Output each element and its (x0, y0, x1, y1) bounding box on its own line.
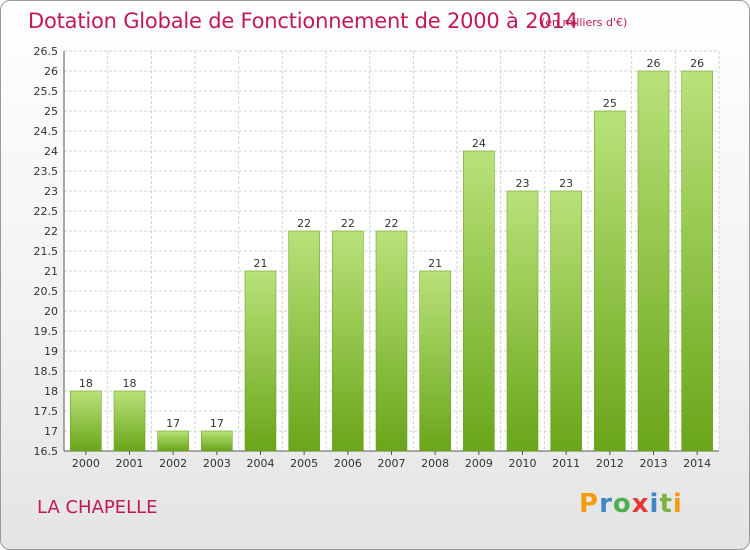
y-tick-label: 19.5 (34, 325, 59, 338)
x-tick-label-2011: 2011 (552, 457, 580, 470)
y-tick-label: 24.5 (34, 125, 59, 138)
bar-2006 (332, 230, 364, 452)
bar-2004 (244, 270, 277, 452)
x-tick-label-2009: 2009 (465, 457, 493, 470)
bar-2000 (70, 390, 102, 452)
logo-letter: r (599, 489, 613, 519)
x-tick-label-2008: 2008 (421, 457, 449, 470)
y-tick-label: 23 (44, 185, 58, 198)
data-label-2004: 21 (254, 257, 268, 270)
bar-2007 (375, 230, 408, 452)
logo-letter: P (579, 489, 600, 519)
data-label-2000: 18 (79, 377, 93, 390)
y-tick-label: 26 (44, 65, 58, 78)
data-label-2010: 23 (516, 177, 530, 190)
y-tick-label: 16.5 (34, 445, 59, 458)
data-label-2011: 23 (559, 177, 573, 190)
bar-2009 (463, 150, 495, 452)
bars (70, 70, 713, 452)
y-tick-label: 22.5 (34, 205, 59, 218)
bar-2003 (201, 430, 233, 452)
y-tick-label: 18 (44, 385, 58, 398)
y-tick-label: 20 (44, 305, 58, 318)
bar-2014 (681, 70, 713, 452)
y-tick-label: 17.5 (34, 405, 59, 418)
x-tick-label-2007: 2007 (378, 457, 406, 470)
y-tick-label: 19 (44, 345, 58, 358)
x-tick-label-2001: 2001 (116, 457, 144, 470)
bar-2002 (157, 430, 189, 452)
x-tick-label-2006: 2006 (334, 457, 362, 470)
y-tick-label: 25.5 (34, 85, 59, 98)
chart-title: Dotation Globale de Fonctionnement de 20… (28, 9, 578, 33)
y-tick-label: 20.5 (34, 285, 59, 298)
y-tick-label: 18.5 (34, 365, 59, 378)
bar-2012 (594, 110, 626, 452)
x-tick-label-2005: 2005 (290, 457, 318, 470)
y-tick-labels: 16.5 17 17.5 18 18.5 19 19.5 20 20.5 21 21.5 22 22.5… (34, 45, 59, 458)
data-label-2012: 25 (603, 97, 617, 110)
y-tick-label: 21 (44, 265, 58, 278)
logo-letter: x (631, 489, 650, 519)
data-labels: 18 18 17 17 21 22 22 22 21 24 23 23 25 26 26 (79, 57, 704, 430)
x-tick-label-2000: 2000 (72, 457, 100, 470)
commune-name: LA CHAPELLE (37, 497, 158, 518)
bar-2005 (288, 230, 320, 452)
y-tick-label: 26.5 (34, 45, 59, 58)
y-tick-label: 22 (44, 225, 58, 238)
bar-2001 (113, 390, 146, 452)
data-label-2009: 24 (472, 137, 486, 150)
x-tick-label-2010: 2010 (509, 457, 537, 470)
x-tick-labels: 2000 2001 2002 2003 2004 2005 2006 2007 2008 2009… (72, 457, 711, 470)
data-label-2007: 22 (385, 217, 399, 230)
x-tick-label-2012: 2012 (596, 457, 624, 470)
data-label-2002: 17 (166, 417, 180, 430)
data-label-2003: 17 (210, 417, 224, 430)
x-tick-label-2014: 2014 (683, 457, 711, 470)
data-label-2013: 26 (647, 57, 661, 70)
logo-letter: o (612, 489, 632, 519)
data-label-2001: 18 (123, 377, 137, 390)
y-tick-label: 23.5 (34, 165, 59, 178)
proxiti-logo: Proxiti (579, 489, 683, 519)
x-tick-label-2004: 2004 (247, 457, 275, 470)
logo-letter: i (672, 489, 683, 519)
logo-letter: i (649, 489, 660, 519)
bar-2011 (550, 190, 582, 452)
data-label-2006: 22 (341, 217, 355, 230)
logo-letter: t (659, 489, 673, 519)
bar-2008 (419, 270, 451, 452)
x-tick-label-2002: 2002 (159, 457, 187, 470)
y-tick-label: 21.5 (34, 245, 59, 258)
y-tick-label: 25 (44, 105, 58, 118)
y-tick-label: 17 (44, 425, 58, 438)
data-label-2014: 26 (690, 57, 704, 70)
bar-2013 (637, 70, 670, 452)
data-label-2008: 21 (428, 257, 442, 270)
x-tick-label-2003: 2003 (203, 457, 231, 470)
bar-2010 (506, 190, 539, 452)
x-tick-label-2013: 2013 (640, 457, 668, 470)
data-label-2005: 22 (297, 217, 311, 230)
y-tick-label: 24 (44, 145, 58, 158)
chart-subtitle: (en milliers d'€) (541, 16, 628, 29)
